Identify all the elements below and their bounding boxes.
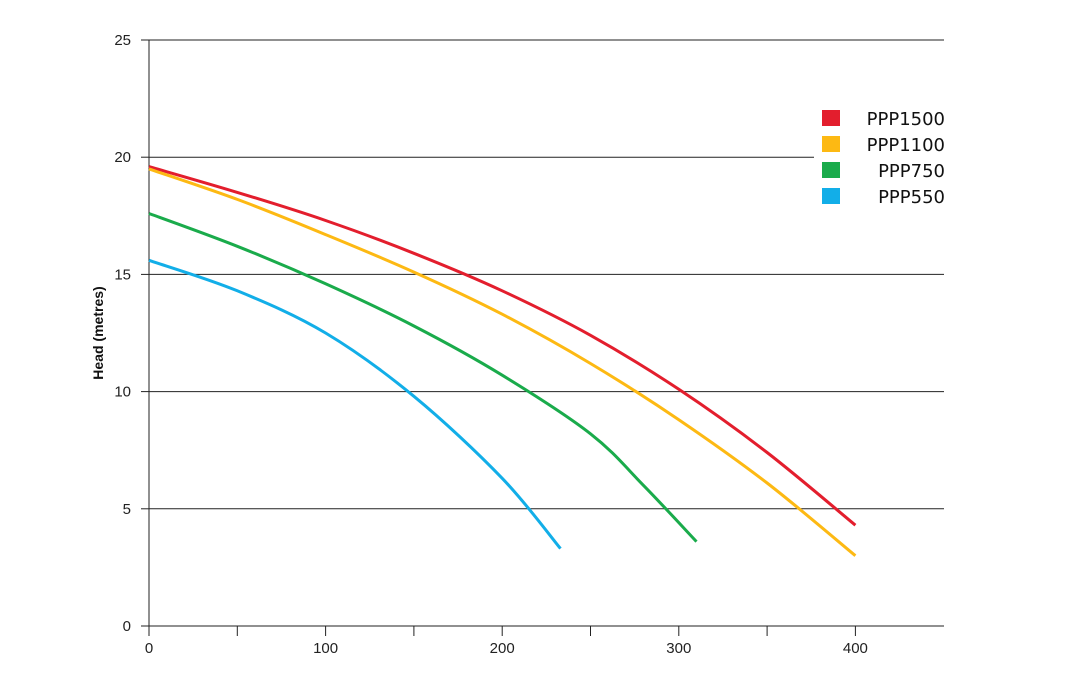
y-tick-label: 0 xyxy=(123,618,131,635)
y-tick-label: 25 xyxy=(114,32,131,49)
series-line-ppp750 xyxy=(148,212,698,543)
legend-label-ppp750: PPP750 xyxy=(878,161,945,182)
series-lines xyxy=(148,165,857,557)
legend-label-ppp1100: PPP1100 xyxy=(867,135,945,156)
legend: PPP1500 PPP1100 PPP750 PPP550 xyxy=(814,102,954,212)
legend-label-ppp550: PPP550 xyxy=(878,187,945,208)
x-tick-label: 300 xyxy=(666,640,691,657)
x-tick-label: 100 xyxy=(313,640,338,657)
series-line-ppp1100 xyxy=(148,167,857,557)
series-line-ppp550 xyxy=(148,258,562,550)
legend-swatch-ppp750 xyxy=(822,162,840,178)
legend-swatch-ppp550 xyxy=(822,188,840,204)
legend-swatch-ppp1500 xyxy=(822,110,840,126)
y-tick-label: 5 xyxy=(123,501,131,518)
y-axis-label: Head (metres) xyxy=(90,286,106,379)
x-tick-label: 400 xyxy=(843,640,868,657)
series-line-ppp1500 xyxy=(148,165,857,527)
legend-label-ppp1500: PPP1500 xyxy=(867,109,945,130)
y-tick-label: 20 xyxy=(114,149,131,166)
y-tick-label: 15 xyxy=(114,266,131,283)
legend-swatch-ppp1100 xyxy=(822,136,840,152)
gridlines xyxy=(149,39,944,510)
y-tick-label: 10 xyxy=(114,384,131,401)
axes: 0 5 10 15 20 25 0 100 200 300 400 xyxy=(114,32,944,657)
x-tick-label: 200 xyxy=(490,640,515,657)
x-tick-label: 0 xyxy=(145,640,153,657)
